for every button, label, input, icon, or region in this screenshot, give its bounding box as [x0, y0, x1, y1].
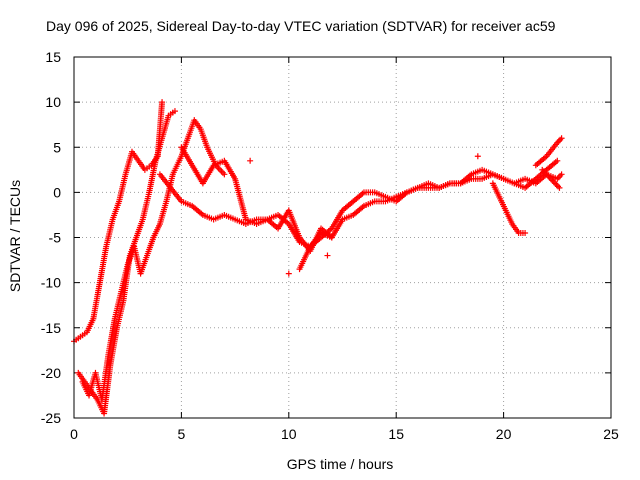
data-point: [474, 153, 481, 160]
data-point: [324, 252, 331, 259]
series-track-i: [532, 135, 565, 169]
grid-lines: [74, 57, 611, 418]
y-tick-label: -5: [49, 230, 62, 246]
x-tick-label: 15: [388, 426, 404, 442]
plot-frame: [73, 56, 612, 419]
y-tick-label: -25: [41, 410, 61, 426]
y-tick-label: 5: [53, 139, 61, 155]
x-tick-label: 25: [603, 426, 619, 442]
series-track-j: [539, 166, 563, 191]
x-axis-label: GPS time / hours: [286, 456, 394, 472]
y-tick-label: -10: [41, 275, 61, 291]
series-isolated: [247, 153, 481, 277]
data-point: [556, 184, 563, 191]
series-track-e: [178, 144, 507, 255]
data-points: [71, 99, 565, 417]
series-track-f: [296, 157, 561, 273]
y-tick-label: 10: [45, 94, 61, 110]
chart-title: Day 096 of 2025, Sidereal Day-to-day VTE…: [46, 18, 556, 34]
x-tick-label: 0: [70, 426, 78, 442]
y-tick-label: -15: [41, 320, 61, 336]
data-point: [285, 270, 292, 277]
y-tick-label: -20: [41, 365, 61, 381]
data-point: [558, 171, 565, 178]
series-track-a: [71, 99, 166, 345]
axis-ticks: 0 5 10 15 20 25 -25 -20 -15 -10 -5 0 5 10 15: [41, 49, 619, 442]
data-point: [171, 108, 178, 115]
y-tick-label: 0: [53, 184, 61, 200]
y-tick-label: 15: [45, 49, 61, 65]
data-point: [522, 229, 529, 236]
data-point: [247, 157, 254, 164]
x-tick-label: 20: [496, 426, 512, 442]
data-point: [558, 135, 565, 142]
data-point: [221, 171, 228, 178]
data-point: [159, 99, 166, 106]
x-tick-label: 10: [281, 426, 297, 442]
series-track-g: [489, 180, 529, 236]
data-point: [554, 157, 561, 164]
series-track-d: [156, 171, 335, 250]
x-tick-label: 5: [178, 426, 186, 442]
